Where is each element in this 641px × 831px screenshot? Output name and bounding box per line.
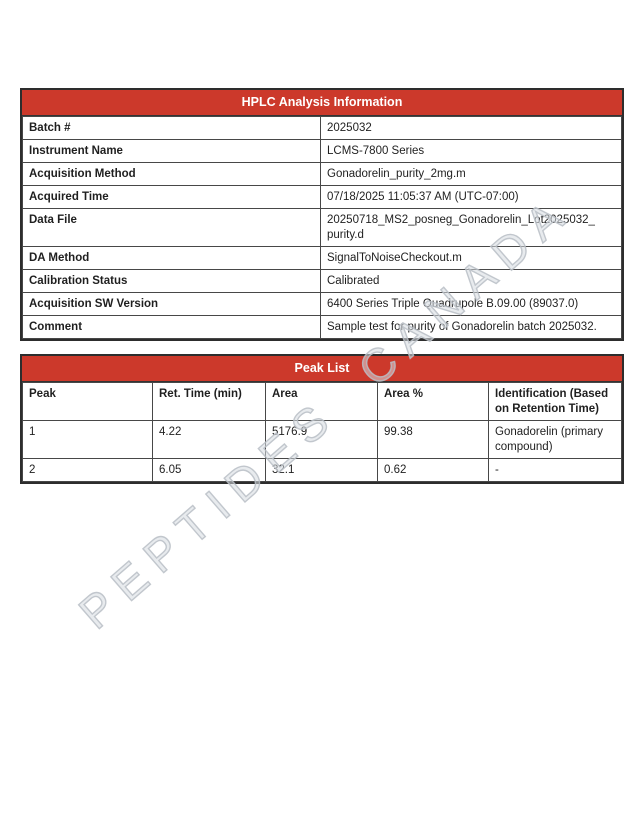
peak-cell: 32.1 — [265, 458, 378, 482]
info-label-acq-time: Acquired Time — [22, 185, 321, 209]
table-row: Acquired Time 07/18/2025 11:05:37 AM (UT… — [22, 185, 622, 209]
peak-cell: Gonadorelin (primary compound) — [488, 420, 622, 459]
table-row: Instrument Name LCMS-7800 Series — [22, 139, 622, 163]
hplc-info-title: HPLC Analysis Information — [22, 90, 622, 116]
peak-col-ret-time: Ret. Time (min) — [152, 382, 266, 421]
info-label-data-file: Data File — [22, 208, 321, 247]
info-value-sw-version: 6400 Series Triple Quadrupole B.09.00 (8… — [320, 292, 622, 316]
info-value-instrument: LCMS-7800 Series — [320, 139, 622, 163]
peak-cell: 2 — [22, 458, 153, 482]
info-label-comment: Comment — [22, 315, 321, 339]
info-label-batch: Batch # — [22, 116, 321, 140]
peak-cell: 0.62 — [377, 458, 489, 482]
peak-cell: - — [488, 458, 622, 482]
info-label-sw-version: Acquisition SW Version — [22, 292, 321, 316]
table-row: Batch # 2025032 — [22, 116, 622, 140]
info-value-acq-time: 07/18/2025 11:05:37 AM (UTC-07:00) — [320, 185, 622, 209]
peak-col-area-pct: Area % — [377, 382, 489, 421]
info-label-instrument: Instrument Name — [22, 139, 321, 163]
peak-cell: 4.22 — [152, 420, 266, 459]
peak-cell: 1 — [22, 420, 153, 459]
info-value-comment: Sample test for purity of Gonadorelin ba… — [320, 315, 622, 339]
peak-col-identification: Identification (Based on Retention Time) — [488, 382, 622, 421]
table-row: Data File 20250718_MS2_posneg_Gonadoreli… — [22, 208, 622, 247]
table-row: Calibration Status Calibrated — [22, 269, 622, 293]
table-row: Acquisition SW Version 6400 Series Tripl… — [22, 292, 622, 316]
info-label-calibration: Calibration Status — [22, 269, 321, 293]
table-row: Acquisition Method Gonadorelin_purity_2m… — [22, 162, 622, 186]
info-value-batch: 2025032 — [320, 116, 622, 140]
table-header-row: Peak Ret. Time (min) Area Area % Identif… — [22, 382, 622, 421]
peak-col-area: Area — [265, 382, 378, 421]
peak-cell: 5176.9 — [265, 420, 378, 459]
table-row: Comment Sample test for purity of Gonado… — [22, 315, 622, 339]
info-value-calibration: Calibrated — [320, 269, 622, 293]
peak-col-peak: Peak — [22, 382, 153, 421]
hplc-info-table: HPLC Analysis Information Batch # 202503… — [20, 88, 624, 341]
info-value-da-method: SignalToNoiseCheckout.m — [320, 246, 622, 270]
peak-list-grid: Peak Ret. Time (min) Area Area % Identif… — [22, 382, 622, 482]
info-value-data-file: 20250718_MS2_posneg_Gonadorelin_Lot20250… — [320, 208, 622, 247]
info-label-acq-method: Acquisition Method — [22, 162, 321, 186]
table-row: DA Method SignalToNoiseCheckout.m — [22, 246, 622, 270]
table-row: 1 4.22 5176.9 99.38 Gonadorelin (primary… — [22, 420, 622, 459]
peak-list-table: Peak List Peak Ret. Time (min) Area Area… — [20, 354, 624, 484]
peak-cell: 99.38 — [377, 420, 489, 459]
table-row: 2 6.05 32.1 0.62 - — [22, 458, 622, 482]
peak-cell: 6.05 — [152, 458, 266, 482]
peak-list-title: Peak List — [22, 356, 622, 382]
hplc-info-grid: Batch # 2025032 Instrument Name LCMS-780… — [22, 116, 622, 339]
info-value-acq-method: Gonadorelin_purity_2mg.m — [320, 162, 622, 186]
info-label-da-method: DA Method — [22, 246, 321, 270]
